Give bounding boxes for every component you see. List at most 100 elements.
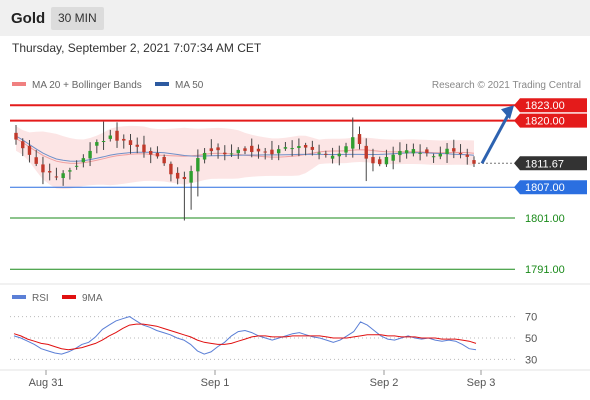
candle-body	[290, 148, 294, 150]
candle-body	[250, 145, 254, 152]
candle-body	[452, 148, 456, 152]
candle-body	[54, 176, 59, 178]
level-tag-1823.00: 1823.00	[514, 98, 587, 113]
candle-body	[169, 163, 173, 175]
legend-rsi-swatch	[12, 295, 26, 300]
instrument-name: Gold	[11, 10, 46, 27]
candle-body	[263, 151, 267, 153]
candle-body	[95, 142, 99, 146]
rsi-9ma-line	[13, 323, 477, 351]
candle-body	[465, 154, 469, 157]
candle-body	[445, 148, 449, 154]
legend-ma50-swatch	[155, 82, 169, 87]
candle-body	[472, 160, 476, 164]
level-label-1801.00: 1801.00	[525, 213, 565, 225]
level-label-1807.00: 1807.00	[525, 182, 565, 194]
chart-header: Gold 30 MIN	[0, 0, 590, 36]
candle-body	[256, 148, 261, 152]
candle-body	[384, 157, 389, 165]
candle-body	[135, 144, 139, 147]
level-label-1823.00: 1823.00	[525, 100, 565, 112]
x-label-aug-31: Aug 31	[29, 377, 64, 389]
candle-body	[351, 137, 355, 149]
level-tag-1820.00: 1820.00	[514, 113, 587, 128]
candle-body	[128, 140, 133, 145]
candle-body	[243, 148, 247, 151]
candle-body	[74, 165, 79, 167]
candle-body	[391, 154, 395, 161]
candle-body	[229, 153, 234, 155]
candle-body	[88, 150, 92, 159]
ma50-line	[15, 135, 475, 162]
level-tag-bg	[514, 98, 587, 113]
candle-body	[411, 149, 416, 154]
x-label-sep-2: Sep 2	[370, 377, 399, 389]
candle-body	[34, 157, 38, 164]
target-arrow-head	[501, 105, 514, 120]
chart-datetime: Thursday, September 2, 2021 7:07:34 AM C…	[12, 41, 262, 55]
candle-body	[175, 172, 180, 179]
level-label-1820.00: 1820.00	[525, 116, 565, 128]
candle-body	[81, 158, 86, 163]
legend-ma20-swatch	[12, 82, 26, 87]
rsi-tick-30: 30	[525, 354, 537, 366]
candle-body	[155, 152, 160, 157]
rsi-tick-70: 70	[525, 312, 537, 324]
candle-body	[324, 153, 328, 155]
candle-body	[425, 149, 429, 154]
candle-body	[438, 153, 443, 157]
candle-body	[364, 145, 368, 159]
legend-ma50: MA 50	[155, 80, 203, 91]
candle-body	[337, 153, 341, 157]
candle-body	[149, 150, 153, 155]
legend-9ma-label: 9MA	[82, 293, 103, 304]
candle-body	[202, 152, 207, 160]
legend-rsi: RSI	[12, 293, 49, 304]
candle-body	[357, 134, 362, 144]
legend-9ma-swatch	[62, 295, 76, 300]
candle-body	[236, 149, 240, 154]
candle-body	[276, 149, 281, 154]
candle-body	[431, 156, 436, 158]
rsi-tick-50: 50	[525, 333, 537, 345]
level-tag-bg	[514, 113, 587, 128]
level-tag-1807.00: 1807.00	[514, 180, 587, 195]
copyright-note: Research © 2021 Trading Central	[431, 80, 581, 91]
candle-body	[216, 147, 220, 151]
candle-body	[371, 157, 375, 164]
candle-body	[398, 150, 402, 156]
candle-body	[283, 147, 288, 149]
candle-body	[21, 141, 25, 149]
bollinger-band	[16, 125, 474, 189]
level-tag-bg	[514, 180, 587, 195]
candle-body	[14, 132, 18, 140]
candle-body	[404, 150, 409, 154]
legend-9ma: 9MA	[62, 293, 103, 304]
candle-body	[458, 152, 463, 155]
candle-body	[189, 171, 193, 183]
candle-body	[209, 148, 214, 152]
x-label-sep-3: Sep 3	[467, 377, 496, 389]
target-arrow-shaft	[480, 114, 510, 164]
legend-rsi-label: RSI	[32, 293, 49, 304]
candle-body	[162, 156, 166, 164]
level-label-1791.00: 1791.00	[525, 264, 565, 276]
candle-body	[142, 144, 146, 153]
candle-body	[61, 173, 65, 179]
candle-body	[68, 170, 72, 172]
x-label-sep-1: Sep 1	[201, 377, 230, 389]
candle-body	[270, 149, 274, 155]
candle-body	[122, 138, 126, 141]
candle-body	[41, 164, 45, 173]
candle-body	[310, 146, 315, 150]
legend-ma20-bollinger: MA 20 + Bollinger Bands	[12, 80, 142, 91]
candle-body	[303, 145, 308, 148]
level-tag-bg	[514, 156, 587, 171]
candle-body	[27, 145, 32, 155]
legend-ma50-label: MA 50	[175, 80, 204, 91]
timeframe-badge[interactable]: 30 MIN	[51, 7, 104, 30]
level-label-1811.67: 1811.67	[525, 158, 564, 170]
candle-body	[344, 146, 348, 153]
candle-body	[223, 152, 227, 155]
